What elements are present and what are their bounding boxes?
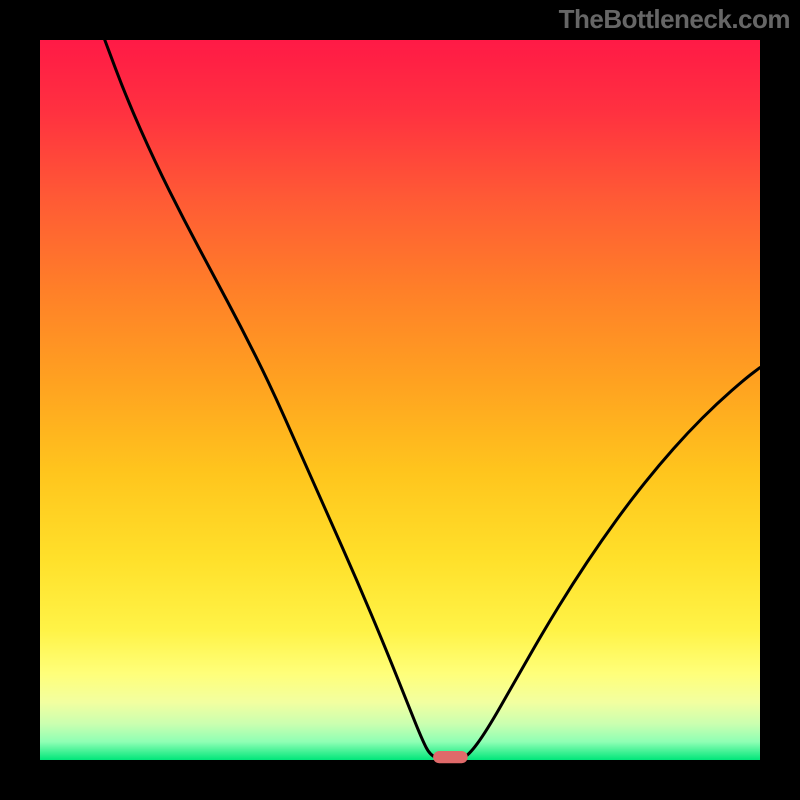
bottleneck-chart: TheBottleneck.com — [0, 0, 800, 800]
chart-svg — [0, 0, 800, 800]
watermark-text: TheBottleneck.com — [559, 4, 790, 35]
optimal-marker — [433, 751, 468, 763]
